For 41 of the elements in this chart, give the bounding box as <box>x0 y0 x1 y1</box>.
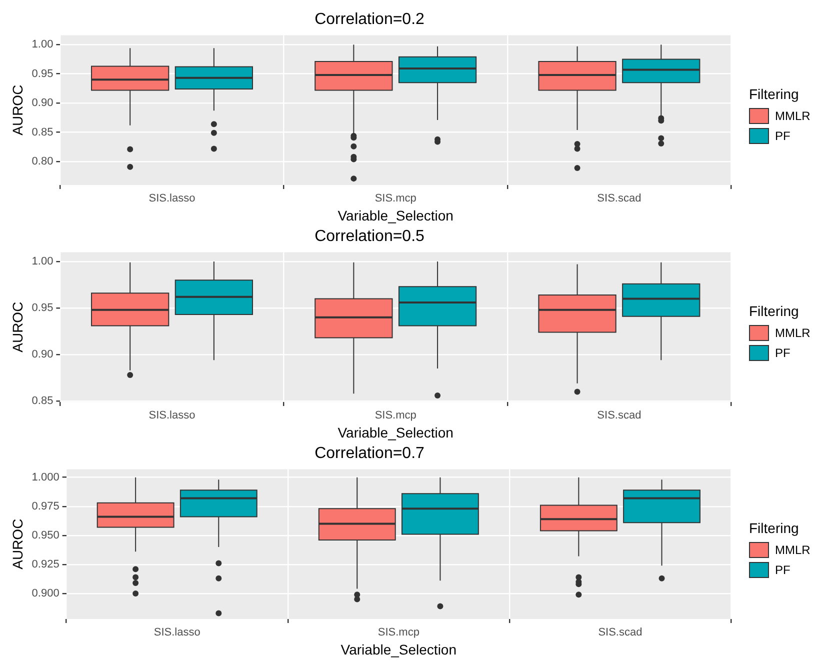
y-tick-label: 1.000 <box>32 471 60 484</box>
y-tick-label: 0.85 <box>32 395 54 408</box>
y-tick-label: 0.95 <box>32 68 54 80</box>
y-tick-label: 0.85 <box>32 126 54 138</box>
y-tick-label: 1.00 <box>32 38 54 51</box>
legend-label: MMLR <box>775 542 810 556</box>
y-tick-label: 0.900 <box>32 587 60 600</box>
y-tick-label: 0.90 <box>32 348 54 361</box>
chart-title: Correlation=0.7 <box>314 445 425 462</box>
y-tick-label: 1.00 <box>32 256 54 268</box>
x-tick-label: SIS.mcp <box>378 626 420 639</box>
x-tick-label: SIS.mcp <box>374 410 416 422</box>
legend-title: Filtering <box>749 86 800 102</box>
chart-title: Correlation=0.5 <box>314 228 425 246</box>
legend-label: PF <box>775 346 790 360</box>
x-axis-title: Variable_Selection <box>338 424 454 440</box>
y-axis-title: AUROC <box>9 84 26 136</box>
y-axis-title: AUROC <box>9 518 26 570</box>
y-tick-label: 0.90 <box>32 97 54 110</box>
y-axis-title: AUROC <box>9 302 26 352</box>
y-tick-label: 0.950 <box>32 529 60 542</box>
legend-title: Filtering <box>749 520 800 536</box>
x-tick-label: SIS.mcp <box>374 192 416 205</box>
legend-label: MMLR <box>775 108 810 122</box>
x-axis-title: Variable_Selection <box>340 641 457 658</box>
legend-title: Filtering <box>749 302 800 318</box>
x-tick-label: SIS.lasso <box>154 626 200 639</box>
legend-label: PF <box>775 562 790 576</box>
x-tick-label: SIS.lasso <box>148 410 196 422</box>
y-tick-label: 0.925 <box>32 558 60 570</box>
x-tick-label: SIS.scad <box>597 192 642 205</box>
legend-label: PF <box>775 128 790 142</box>
x-tick-label: SIS.scad <box>597 410 642 422</box>
legend-label: MMLR <box>775 326 810 340</box>
y-tick-label: 0.95 <box>32 302 54 314</box>
chart-title: Correlation=0.2 <box>314 11 425 28</box>
x-tick-label: SIS.scad <box>598 626 642 639</box>
x-tick-label: SIS.lasso <box>148 192 196 205</box>
y-tick-label: 0.975 <box>32 500 60 512</box>
x-axis-title: Variable_Selection <box>338 207 454 224</box>
y-tick-label: 0.80 <box>32 156 54 168</box>
